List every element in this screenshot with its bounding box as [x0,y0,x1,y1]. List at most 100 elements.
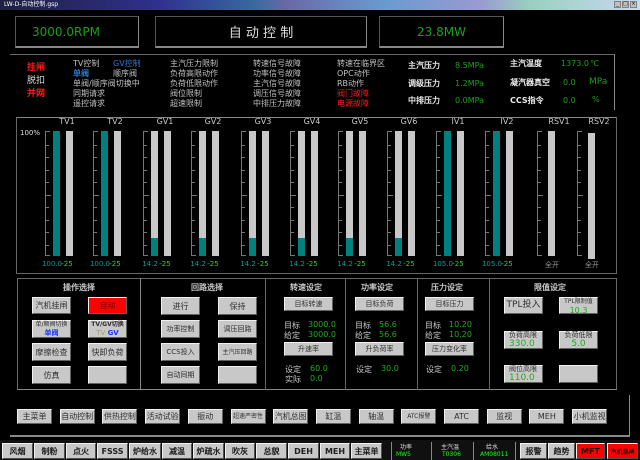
blank-button[interactable] [559,365,598,383]
scale-tick [291,169,294,171]
tpl-in-button[interactable]: TPL投入 [504,297,543,314]
ccs-in-button[interactable]: CCS投入 [161,343,200,361]
scale-tick [192,207,195,208]
status-indicator: 主汽压力限制 [170,59,218,68]
minimize-button[interactable]: _ [614,1,621,8]
scale-tick [578,219,581,221]
valve-position-fill [199,238,206,256]
load-high-button[interactable]: 负荷高限 330.0 [504,331,543,349]
status-indicator: RB动作 [337,79,365,88]
bottom-nav-button[interactable]: FSSS [97,443,128,459]
scale-tick [242,207,245,208]
valve-switch-button[interactable]: 单/顺阀切换 单阀 [32,320,71,338]
nav-button[interactable]: MEH [529,409,565,424]
valve-scale [436,131,442,256]
valve-command-bar [66,131,73,256]
simulate-button[interactable]: 仿真 [32,366,71,384]
remote-request-status: 遥控请求 [73,99,105,108]
valve-scale [191,131,197,256]
nav-button[interactable]: 缸温 [315,409,351,424]
bottom-nav-button[interactable]: 点火 [66,443,96,459]
tpl-limit-button[interactable]: TPL限制值 10.3 [559,297,598,315]
power-control-button[interactable]: 功率控制 [161,320,200,338]
scale-tick [291,157,294,158]
nav-button[interactable]: ATC报警 [401,409,437,424]
speed-given-value: 3000.0 [308,330,336,339]
vacuum-unit: MPa [589,77,608,87]
main-pressure-loop-button[interactable]: 主汽压回路 [218,343,257,361]
valve-position-fill [298,238,305,256]
pressure-target-button[interactable]: 目标压力 [425,297,474,311]
alarm-button[interactable]: 报警 [520,443,547,459]
load-low-button[interactable]: 负荷低限 5.0 [559,331,598,349]
run-button[interactable]: 进行 [161,297,200,315]
scale-tick [192,144,195,146]
gv-control-status: GV控制 [113,59,141,68]
trend-button[interactable]: 趋势 [548,443,575,459]
scale-tick [46,144,49,146]
nav-button[interactable]: 供热控制 [102,409,138,424]
scale-tick [46,219,49,221]
valve-scale [577,131,583,256]
bottom-nav-button[interactable]: 主菜单 [351,443,382,459]
divider [614,54,615,110]
close-button[interactable]: × [630,1,637,8]
bottom-nav-button[interactable]: 减温 [162,443,192,459]
auto-sync-button[interactable]: 自动同期 [161,366,200,384]
nav-button[interactable]: 振动 [187,409,223,424]
nav-button[interactable]: 小机监视 [572,409,608,424]
valve-high-value: 110.0 [509,373,535,383]
bottom-nav-button[interactable]: 炉疏水 [193,443,224,459]
scale-tick [192,182,195,183]
valve-high-button[interactable]: 阀位高限 110.0 [504,365,543,383]
speed-rate-button[interactable]: 升速率 [284,342,333,356]
nav-button[interactable]: ATC [444,409,479,424]
friction-check-button[interactable]: 摩擦检查 [32,343,71,361]
pressure-target-label: 目标 [425,321,441,330]
blank-button[interactable] [88,366,127,384]
nav-button[interactable]: 自动控制 [59,409,95,424]
nav-button[interactable]: 主菜单 [17,409,52,424]
valve-scale [143,131,149,256]
bottom-nav-button[interactable]: DEH [288,443,319,459]
bottom-nav-button[interactable]: 炉给水 [129,443,161,459]
bottom-nav-button[interactable]: MEH [320,443,350,459]
divider [473,442,474,460]
pressure-set-title: 压力设定 [431,283,463,292]
maximize-button[interactable]: □ [622,1,629,8]
auto-button[interactable]: 自动 [88,297,127,314]
pressure-rate-button[interactable]: 压力变化率 [425,342,474,356]
scale-tick [486,157,489,158]
bottom-nav-button[interactable]: 吹灰 [225,443,255,459]
bottom-nav-button[interactable]: 总貌 [256,443,287,459]
power-given-value: 56.6 [379,330,397,339]
speed-target-button[interactable]: 目标转速 [284,297,333,311]
power-rate-button[interactable]: 升负荷率 [355,342,404,356]
blank-button[interactable] [218,366,257,384]
nav-button[interactable]: 监视 [486,409,522,424]
valve-label: GV6 [400,117,418,126]
nav-button[interactable]: 超速严密性 [230,409,266,424]
tvgv-switch-button[interactable]: TV/GV切换 TV GV [88,320,127,338]
speed-set-value: 60.0 [310,364,328,373]
valve-position-bar [199,131,206,256]
mft-button[interactable]: MFT [576,443,605,459]
valve-label: IV1 [451,117,465,126]
turbine-trip-button[interactable]: 汽机跳闸 [607,443,638,459]
nav-button[interactable]: 汽机总图 [273,409,309,424]
nav-button[interactable]: 轴温 [358,409,394,424]
bottom-nav-button[interactable]: 风烟 [2,443,33,459]
status-indicator: 中排压力故障 [253,99,301,108]
scale-tick [339,157,342,158]
valve-command-bar [212,131,219,256]
pressure-given-label: 给定 [425,331,441,340]
hold-button[interactable]: 保持 [218,297,257,315]
pressure-loop-button[interactable]: 调压回路 [218,320,257,338]
bottom-nav-button[interactable]: 制粉 [34,443,65,459]
fast-unload-button[interactable]: 快卸负荷 [88,343,127,361]
power-target-button[interactable]: 目标负荷 [355,297,404,311]
valve-value: 14.2 [289,260,305,268]
scale-tick [388,232,391,233]
turbine-trip-reset-button[interactable]: 汽机挂闸 [32,297,71,314]
nav-button[interactable]: 活动试验 [145,409,181,424]
